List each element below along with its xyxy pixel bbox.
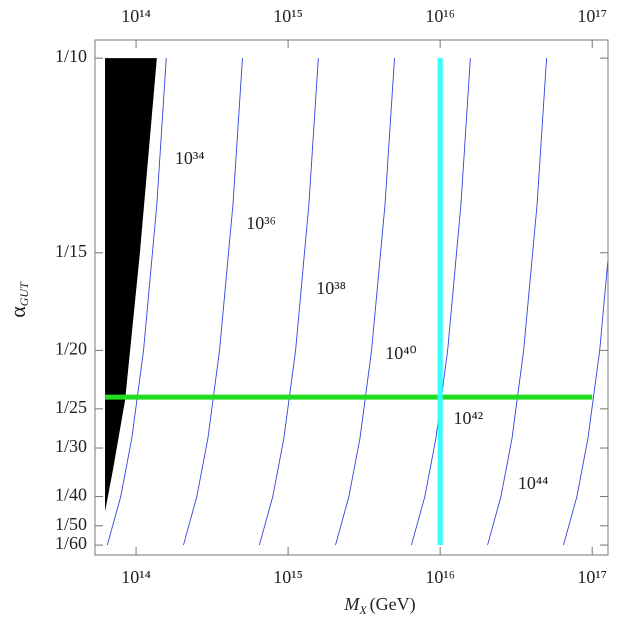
y-label-symbol: α [5,306,30,318]
contour-label: 10⁴⁰ [385,343,417,363]
x-tick-label: 10¹⁴ [121,567,151,587]
y-tick-label: 1/50 [55,514,87,534]
y-tick-label: 1/30 [55,436,87,456]
contour-line [563,254,608,546]
x-label-unit: (GeV) [370,594,416,615]
x-label-subscript: X [358,603,367,617]
y-axis-label: αGUT [5,281,31,318]
y-tick-label: 1/10 [55,46,87,66]
contour-label: 10⁴⁴ [518,473,549,493]
x-tick-label: 10¹⁷ [577,567,607,587]
contour-line [183,58,243,546]
contour-line [487,58,548,546]
contour-label: 10³⁴ [175,148,205,168]
y-tick-label: 1/20 [55,339,87,359]
y-label-subscript: GUT [17,281,31,306]
x-tick-label-top: 10¹⁴ [121,6,151,26]
x-tick-label: 10¹⁵ [273,567,303,587]
y-tick-label: 1/15 [55,241,87,261]
contour-label: 10³⁶ [246,213,276,233]
plot-area [105,58,608,546]
x-tick-label: 10¹⁶ [425,567,455,587]
x-label-symbol: M [343,594,360,614]
y-tick-label: 1/25 [55,397,87,417]
x-axis-label: MX (GeV) [343,594,415,617]
y-tick-label: 1/60 [55,533,87,553]
contour-line [335,58,395,546]
x-tick-label-top: 10¹⁵ [273,6,303,26]
y-tick-label: 1/40 [55,485,87,505]
contour-line [106,58,167,546]
contour-label: 10⁴² [454,408,484,428]
x-tick-label-top: 10¹⁷ [577,6,607,26]
contour-line [258,58,319,546]
x-tick-label-top: 10¹⁶ [425,6,455,26]
plot-frame [94,39,609,556]
contour-label: 10³⁸ [316,278,346,298]
